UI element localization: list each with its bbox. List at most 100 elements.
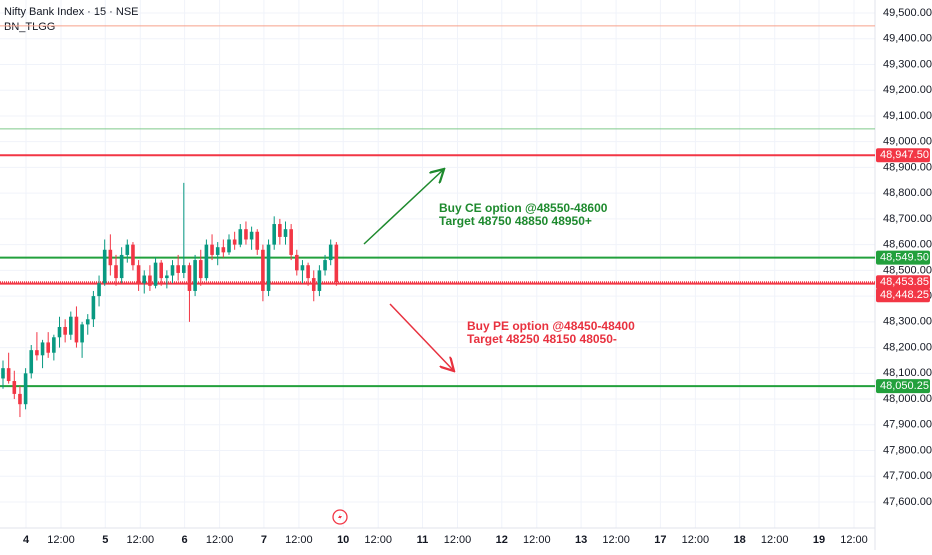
chart-title: Nifty Bank Index · 15 · NSE (4, 6, 139, 18)
candle-body (300, 265, 305, 271)
candle-body (102, 249, 107, 284)
candle-body (215, 247, 220, 255)
candle-body (119, 254, 124, 279)
x-tick-label: 10 (337, 534, 349, 546)
x-tick-label: 13 (575, 534, 587, 546)
candle-body (244, 229, 248, 240)
candle-body (278, 224, 282, 237)
y-tick-label: 47,700.00 (883, 470, 932, 482)
candle-body (323, 260, 327, 271)
x-tick-label: 12:00 (206, 534, 234, 546)
y-tick-label: 49,000.00 (883, 136, 932, 148)
y-tick-label: 48,800.00 (883, 187, 932, 199)
candle-body (266, 244, 271, 291)
y-tick-label: 48,300.00 (883, 316, 932, 328)
y-tick-label: 48,600.00 (883, 239, 932, 251)
candle-body (74, 316, 79, 343)
chart-subtitle: BN_TLGG (4, 21, 55, 33)
y-tick-label: 48,100.00 (883, 367, 932, 379)
candle-body (52, 337, 56, 353)
price-label: 48,947.50 (880, 149, 929, 161)
candle-body (204, 244, 209, 279)
candle-body (85, 319, 90, 325)
candle-body (198, 260, 203, 279)
arrow-down (389, 303, 453, 370)
candle-body (249, 231, 254, 240)
y-tick-label: 48,500.00 (883, 264, 932, 276)
x-tick-label: 11 (417, 534, 429, 546)
annotation: Target 48250 48150 48050- (467, 332, 617, 346)
x-tick-label: 12:00 (840, 534, 868, 546)
x-tick-label: 12:00 (761, 534, 789, 546)
candle-body (210, 244, 214, 255)
x-tick-label: 4 (23, 534, 30, 546)
candle-body (136, 265, 141, 284)
y-tick-label: 47,600.00 (883, 496, 932, 508)
candle-body (272, 224, 276, 245)
y-tick-label: 49,400.00 (883, 33, 932, 45)
candle-body (6, 368, 11, 382)
candle-body (170, 265, 175, 276)
y-tick-label: 47,800.00 (883, 444, 932, 456)
candle-body (238, 229, 243, 245)
y-tick-label: 48,200.00 (883, 341, 932, 353)
y-tick-label: 48,700.00 (883, 213, 932, 225)
x-tick-label: 12:00 (602, 534, 630, 546)
arrow-up (363, 170, 443, 245)
price-label: 48,453.85 (880, 276, 929, 288)
candle-body (63, 326, 67, 335)
x-tick-label: 12:00 (364, 534, 392, 546)
y-tick-label: 49,300.00 (883, 58, 932, 70)
candle-body (91, 296, 96, 320)
candle-body (18, 393, 22, 405)
candle-body (193, 260, 197, 291)
candle-body (142, 275, 147, 284)
candle-body (311, 278, 316, 291)
candle-body (283, 229, 288, 237)
x-tick-label: 12:00 (127, 534, 155, 546)
candle-body (131, 244, 135, 266)
x-tick-label: 12:00 (285, 534, 313, 546)
price-label: 48,549.50 (880, 252, 929, 264)
y-tick-label: 49,200.00 (883, 84, 932, 96)
candle-body (261, 249, 265, 291)
y-tick-label: 48,900.00 (883, 161, 932, 173)
candle-body (46, 342, 50, 353)
candle-body (227, 239, 231, 253)
candle-body (97, 283, 101, 297)
x-tick-label: 12:00 (523, 534, 551, 546)
candle-body (306, 265, 310, 279)
candle-body (295, 254, 299, 271)
candle-body (148, 275, 152, 286)
y-tick-label: 49,500.00 (883, 7, 932, 19)
candle-body (182, 265, 186, 273)
candle-body (69, 316, 73, 335)
candle-body (334, 244, 339, 283)
candle-body (159, 262, 163, 279)
candle-body (12, 381, 17, 394)
candle-body (57, 326, 62, 338)
y-tick-label: 47,900.00 (883, 419, 932, 431)
price-label-box (876, 275, 930, 290)
candle-body (289, 229, 293, 255)
x-tick-label: 12:00 (682, 534, 710, 546)
candle-body (1, 368, 5, 379)
x-tick-label: 12:00 (47, 534, 75, 546)
event-icon (332, 509, 348, 525)
y-tick-label: 49,100.00 (883, 110, 932, 122)
candle-body (23, 373, 28, 405)
candle-body (317, 270, 322, 291)
x-tick-label: 12 (496, 534, 508, 546)
x-tick-label: 17 (654, 534, 666, 546)
candle-body (232, 239, 237, 245)
price-label-box (876, 250, 930, 265)
price-label-box (876, 288, 930, 303)
candle-body (40, 342, 45, 356)
candle-body (35, 350, 39, 356)
candle-body (328, 244, 333, 261)
candle-body (153, 262, 158, 286)
y-tick-label: 48,000.00 (883, 393, 932, 405)
candle-body (255, 231, 260, 250)
candle-body (221, 247, 226, 253)
